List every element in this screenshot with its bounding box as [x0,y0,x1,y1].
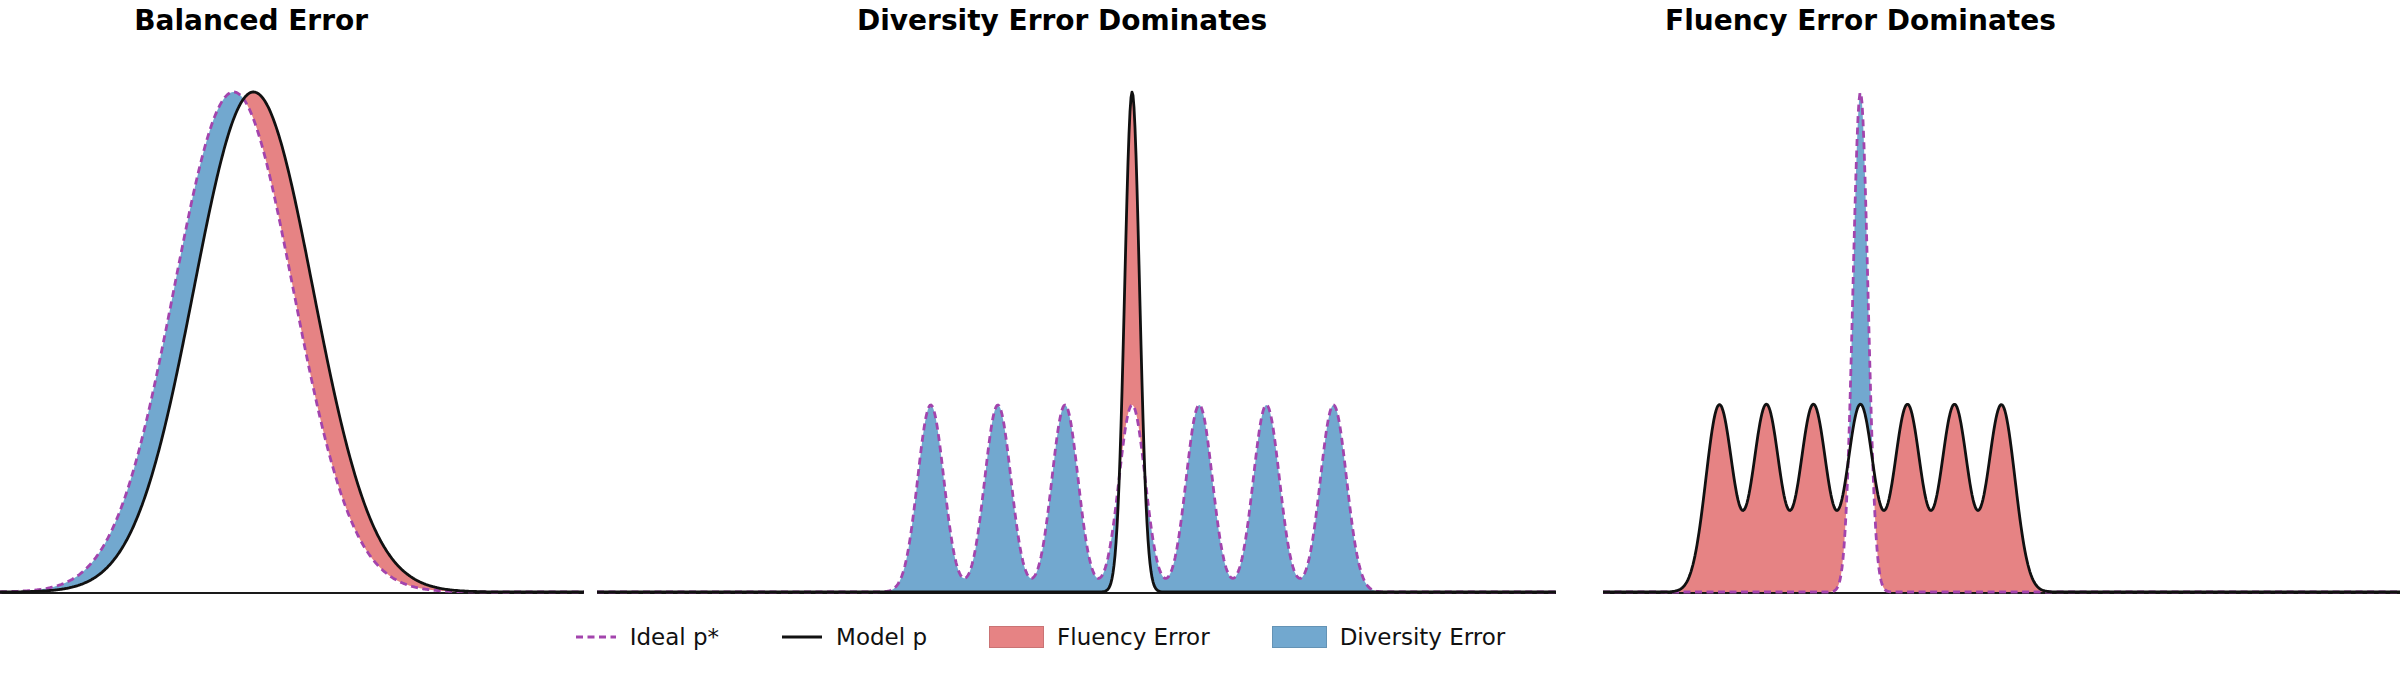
panel-title: Balanced Error [134,4,368,37]
panel-balanced-error: Balanced Error [0,0,584,660]
figure: Balanced Error Diversity Error Dominates… [0,0,2400,700]
distribution-plot-diversity [597,0,1556,660]
diversity-error-fill [884,405,1119,592]
legend-item-diversity: Diversity Error [1272,624,1506,650]
diversity-error-fill [1145,405,1380,592]
fluency-color-swatch [989,626,1044,648]
panel-title: Diversity Error Dominates [857,4,1267,37]
legend-item-fluency: Fluency Error [989,624,1210,650]
dashed-line-swatch-icon [575,633,617,641]
panel-diversity-error-dominates: Diversity Error Dominates [597,0,1556,660]
legend-label: Fluency Error [1057,624,1210,650]
legend-label: Ideal p* [630,624,719,650]
legend-item-model: Model p [781,624,927,650]
diversity-color-swatch [1272,626,1327,648]
panel-fluency-error-dominates: Fluency Error Dominates [1603,0,2400,660]
distribution-plot-fluency [1603,0,2400,660]
legend-label: Model p [836,624,927,650]
fluency-error-fill [244,92,480,592]
solid-line-swatch-icon [781,633,823,641]
legend: Ideal p* Model p Fluency Error Diversity… [0,624,2240,650]
panel-title: Fluency Error Dominates [1665,4,2056,37]
panel-row: Balanced Error Diversity Error Dominates… [0,0,2400,660]
legend-label: Diversity Error [1340,624,1506,650]
distribution-plot-balanced [0,0,584,660]
ideal-p-curve [0,92,584,592]
legend-item-ideal: Ideal p* [575,624,719,650]
model-p-curve [0,92,584,592]
diversity-error-fill [7,92,243,592]
